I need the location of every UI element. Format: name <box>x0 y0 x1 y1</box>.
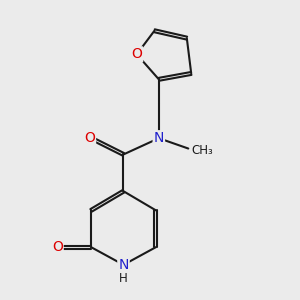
Text: N: N <box>118 258 129 272</box>
Text: O: O <box>131 47 142 61</box>
Text: H: H <box>119 272 128 286</box>
Text: N: N <box>154 131 164 145</box>
Text: O: O <box>84 131 95 145</box>
Text: O: O <box>52 240 63 254</box>
Text: CH₃: CH₃ <box>192 144 214 158</box>
